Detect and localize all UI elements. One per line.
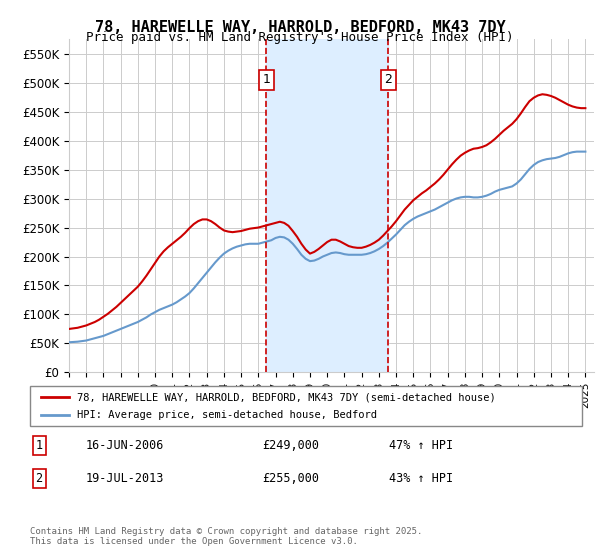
FancyBboxPatch shape (30, 386, 582, 426)
Text: 43% ↑ HPI: 43% ↑ HPI (389, 472, 453, 485)
Text: 2: 2 (385, 73, 392, 86)
Text: £249,000: £249,000 (262, 439, 319, 452)
Text: 1: 1 (35, 439, 43, 452)
Text: 78, HAREWELLE WAY, HARROLD, BEDFORD, MK43 7DY (semi-detached house): 78, HAREWELLE WAY, HARROLD, BEDFORD, MK4… (77, 393, 496, 403)
Text: 1: 1 (262, 73, 270, 86)
Text: 78, HAREWELLE WAY, HARROLD, BEDFORD, MK43 7DY: 78, HAREWELLE WAY, HARROLD, BEDFORD, MK4… (95, 20, 505, 35)
Text: Contains HM Land Registry data © Crown copyright and database right 2025.
This d: Contains HM Land Registry data © Crown c… (30, 526, 422, 546)
Text: 2: 2 (35, 472, 43, 485)
Text: 16-JUN-2006: 16-JUN-2006 (85, 439, 164, 452)
Text: £255,000: £255,000 (262, 472, 319, 485)
Text: 47% ↑ HPI: 47% ↑ HPI (389, 439, 453, 452)
Text: HPI: Average price, semi-detached house, Bedford: HPI: Average price, semi-detached house,… (77, 409, 377, 419)
Text: 19-JUL-2013: 19-JUL-2013 (85, 472, 164, 485)
Bar (266, 39, 388, 372)
Text: Price paid vs. HM Land Registry's House Price Index (HPI): Price paid vs. HM Land Registry's House … (86, 31, 514, 44)
